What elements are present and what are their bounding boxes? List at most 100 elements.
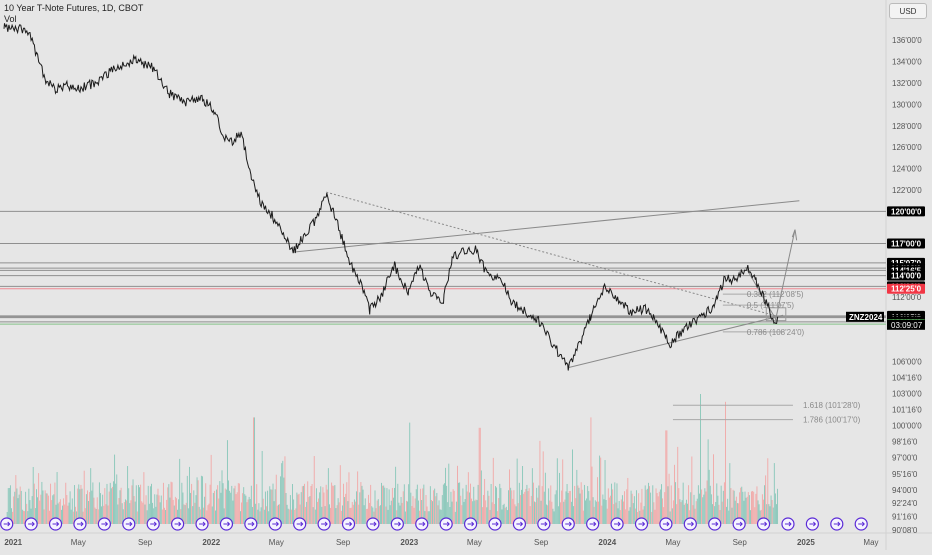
volume-bar [743,500,745,524]
volume-bar [715,501,717,524]
volume-bar [696,498,698,524]
volume-bar [172,499,174,524]
volume-bar [234,485,236,524]
volume-bar [336,505,338,524]
volume-bar [68,502,70,524]
volume-bar [593,506,595,524]
volume-bar [212,492,214,524]
volume-bar [433,490,435,524]
volume-bar [730,488,732,524]
volume-bar [342,505,343,524]
volume-bar [365,508,367,524]
volume-bar [627,477,629,524]
event-arrow-icon [296,521,304,527]
volume-bar [536,487,538,524]
volume-bar [645,489,647,524]
projection-arrow[interactable] [774,229,796,323]
price-badge-label: 120'00'0 [891,207,922,216]
event-arrow-icon [174,521,182,527]
volume-bar [438,500,440,524]
volume-bar [710,494,712,524]
volume-bar [173,505,175,524]
volume-bar [292,484,293,524]
volume-bar [324,506,326,524]
price-tick-label: 124'00'0 [892,165,922,174]
volume-bar [694,508,696,524]
volume-bar [293,499,295,524]
event-markers[interactable] [0,517,868,531]
volume-bar [693,494,695,524]
volume-bar [338,502,340,524]
volume-bar [735,496,737,524]
time-axis[interactable]: 2021 May Sep 2022 May Sep 2023 May Sep 2024 May Sep… [4,538,878,547]
horizontal-levels[interactable] [0,210,886,325]
volume-bar [398,502,400,524]
volume-bar [562,459,564,524]
symbol-tag [846,311,884,322]
volume-bar [723,482,725,524]
volume-bar [264,491,266,524]
volume-bar [541,486,543,524]
volume-bar [592,497,594,524]
volume-bar [714,506,716,524]
volume-bar [104,488,106,524]
volume-bar [47,495,49,524]
volume-bar [170,481,172,524]
volume-bar [148,503,150,524]
volume-bar [21,509,23,524]
price-tick-label: 128'00'0 [892,122,922,131]
volume-bar [233,488,235,524]
volume-label: Vol [4,14,17,24]
volume-bar [132,479,134,524]
arrow-head-left[interactable] [791,229,796,238]
volume-bar [771,500,773,524]
volume-bar [386,488,388,524]
volume-bar [120,487,122,524]
price-tick-label: 97'00'0 [892,454,918,463]
volume-bar [321,506,323,524]
volume-bar [712,504,713,524]
volume-bar [552,508,554,524]
volume-bar [709,485,711,524]
volume-bar [371,506,373,524]
volume-bar [19,486,21,524]
event-arrow-icon [101,521,109,527]
volume-bar [428,511,430,524]
volume-bar [411,506,413,524]
upper-trendline[interactable] [293,200,800,253]
volume-bar [273,501,275,524]
volume-bar [63,498,65,524]
volume-bar [705,491,707,524]
volume-bar [49,510,50,524]
volume-bar [115,483,117,524]
volume-bar [296,492,298,524]
volume-bar [668,473,670,524]
volume-bar [258,503,260,524]
volume-bar [231,485,233,524]
currency-button[interactable]: USD [889,3,927,19]
volume-bar [739,492,741,524]
volume-bar [707,439,709,524]
price-tick-label: 90'08'0 [892,526,918,535]
measure-box[interactable] [765,307,787,322]
arrow-head-right[interactable] [794,229,798,241]
volume-bar [114,454,116,524]
time-tick-label: May [467,538,482,547]
price-axis[interactable]: 136'00'0 134'00'0 132'00'0 130'00'0 128'00'0… [892,36,922,535]
volume-bar [506,510,508,524]
volume-bar [556,458,558,524]
volume-bar [545,504,547,524]
volume-bar [238,483,240,524]
volume-bar [9,485,11,524]
volume-bar [191,483,193,524]
fib-label: 0.5 (111'07'5) [747,301,795,310]
volume-bar [511,490,513,524]
volume-bar [257,509,259,524]
volume-bar [638,493,640,524]
volume-bar [752,490,754,524]
volume-bar [665,430,667,524]
volume-bar [729,463,731,524]
event-arrow-icon [516,521,524,527]
